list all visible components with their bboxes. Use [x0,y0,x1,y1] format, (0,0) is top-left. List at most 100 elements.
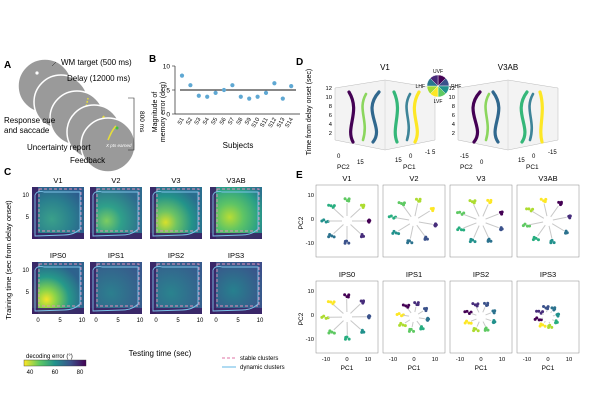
label-delay: Delay (12000 ms) [67,74,130,83]
pc-tick-label: -1 5 [425,150,436,156]
pca-trail [485,318,492,322]
b-ytick-label: 0 [166,111,170,118]
pca-point [559,200,563,204]
b-point-s7 [230,83,235,88]
panel-letter-a: A [4,60,11,71]
heatmap-early-band [210,233,262,239]
pca-trail [470,318,477,322]
pca-point [568,214,572,218]
pca-point [486,198,490,202]
pca-trail [463,222,477,229]
pca-point [539,318,543,322]
z-tick-label: 12 [326,86,332,92]
stable-cluster [156,188,200,232]
label-saccade: and saccade [4,126,50,135]
pca-trail [552,319,555,321]
label-ms: 800 ms [138,111,145,133]
heatmap-early-band [210,308,262,314]
pca-point [482,301,486,305]
z-tick-label: 10 [449,95,455,101]
pc-tick-label: 0 [409,154,413,160]
leader-wm [51,61,57,67]
pca-point [431,206,435,210]
stable-cluster [96,188,140,232]
pca-axes [449,280,513,354]
trajectory-v3ab: V3AB 12 10 8 6 4 2 -15 0 PC2 15 0 -15 PC1 [449,63,559,171]
pca-trail [531,210,545,219]
trajectory-line [471,90,482,144]
pca-point [421,327,425,331]
b-subject-s9: S9 [244,117,253,126]
pca-point [542,304,546,308]
pca-point [347,197,351,201]
pca-xtick-label: 0 [345,357,348,363]
c-legend: stable clusters dynamic clusters [222,356,285,371]
pca-point [493,320,497,324]
pca-title: V3 [476,174,485,183]
heatmap-cells [32,187,84,239]
c-xtick-label: 10 [137,318,144,324]
trajectory-line [392,90,400,144]
pca-xlabel: PC1 [542,365,555,372]
pca-point [347,337,351,341]
pca-point [536,238,540,242]
pca-trail [407,308,412,314]
z-tick-label: 10 [326,95,332,101]
pc1-axis-label: PC1 [526,164,539,171]
heatmap-early-band [90,308,142,314]
b-subject-s2: S2 [185,117,194,126]
pca-point [322,218,326,222]
heatmap-title: IPS3 [228,251,244,260]
pca-point [544,197,548,201]
pca-trail [482,204,489,217]
b-subject-s7: S7 [227,117,236,126]
c-xtick-label: 5 [58,318,62,324]
z-tick-label: 8 [329,104,332,110]
pca-ips3: IPS3 -10 0 10 PC1 [516,270,580,372]
pca-point [410,241,414,245]
dynamic-cluster [92,190,139,237]
pca-trail [409,225,414,239]
b-subject-s6: S6 [219,117,228,126]
pca-point [434,223,438,227]
b-point-s11 [263,90,269,95]
pca-axes [516,280,580,354]
heatmap-cells [210,187,262,239]
pca-point [401,323,405,327]
pca-xtick-label: 0 [546,357,549,363]
panel-letter-d: D [296,57,303,68]
pca-trail [402,205,412,218]
heatmap-early-band [32,233,84,239]
c-xtick-label: 10 [79,318,86,324]
z-tick-label: 8 [452,104,455,110]
pc-tick-label: 15 [518,158,525,164]
c-xtick-label: 5 [176,318,180,324]
pca-point [457,226,461,230]
label-feedback: Feedback [70,156,106,165]
b-ylabel-2: memory error (deg) [160,82,167,142]
heatmap-cells [150,187,202,239]
pca-point [469,310,473,314]
pca-trail [418,317,425,320]
stable-cluster [96,263,140,307]
stable-cluster [216,188,260,232]
pca-ytick-label: 10 [308,193,314,199]
b-point-s6 [221,87,227,93]
pca-ips0: IPS0 10 0 -10 PC2 -10 0 10 PC1 [298,270,379,372]
e-scatter-grid: V1 10 0 -10 PC2 V2 V3 V3AB IPS0 10 0 -10 PC2 -10 0 10 PC… [298,174,580,372]
b-point-s13 [280,96,285,101]
heatmap-ips2: IPS2 0 5 10 [150,251,204,324]
c-xtick-label: 5 [116,318,120,324]
pca-xtick-label: -10 [523,357,531,363]
heatmap-title: IPS2 [168,251,184,260]
pca-point [557,200,561,204]
heatmap-title: IPS0 [50,251,66,260]
pca-trail [543,203,548,217]
dynamic-cluster [92,265,139,312]
pca-point [459,228,463,232]
pca-point [550,238,554,242]
pca-point [523,222,527,226]
trajectory-line [528,92,535,142]
pca-point [500,210,504,214]
pca-point [535,316,539,320]
